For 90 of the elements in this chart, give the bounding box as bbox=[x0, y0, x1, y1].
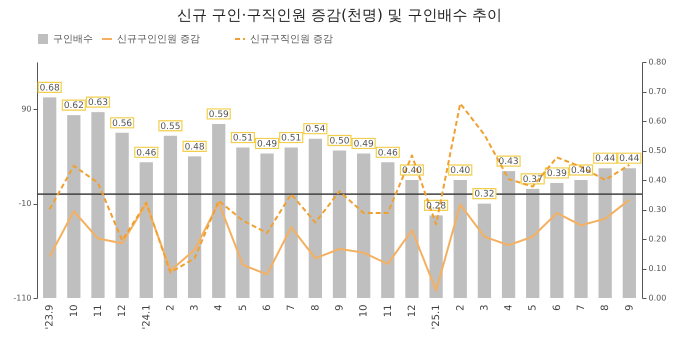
x-tick-label: 6 bbox=[552, 304, 563, 311]
bar bbox=[502, 171, 516, 298]
data-label: 0.46 bbox=[136, 148, 157, 158]
bar bbox=[526, 188, 540, 298]
bar bbox=[405, 180, 419, 298]
x-tick-label: 9 bbox=[624, 304, 636, 311]
bar bbox=[43, 97, 56, 298]
x-tick-label: 3 bbox=[190, 304, 201, 311]
x-tick-label: 8 bbox=[310, 304, 322, 311]
x-tick-label: 7 bbox=[576, 304, 588, 311]
x-tick-label: 4 bbox=[214, 304, 225, 311]
bar bbox=[478, 204, 492, 298]
x-tick-label: 6 bbox=[262, 304, 274, 311]
bar bbox=[598, 168, 612, 298]
y2-tick-label: 0.00 bbox=[648, 294, 666, 302]
data-label: 0.40 bbox=[402, 166, 422, 176]
data-label: 0.49 bbox=[354, 139, 374, 150]
data-label: 0.51 bbox=[232, 134, 253, 144]
y2-tick-label: 0.50 bbox=[648, 146, 666, 155]
x-tick-label: 8 bbox=[600, 304, 612, 311]
data-label: 0.51 bbox=[281, 134, 302, 144]
data-label: 0.39 bbox=[546, 168, 568, 179]
bar bbox=[212, 124, 226, 298]
data-label: 0.55 bbox=[160, 122, 180, 132]
data-label: 0.54 bbox=[305, 124, 326, 135]
bar bbox=[140, 162, 153, 298]
x-tick-label: 11 bbox=[92, 304, 104, 318]
y2-tick-label: 0.80 bbox=[648, 58, 666, 66]
data-label: 0.44 bbox=[595, 154, 616, 164]
x-tick-label: 5 bbox=[238, 304, 249, 311]
y-tick-label: -10 bbox=[18, 199, 32, 208]
x-tick-label: 5 bbox=[528, 304, 539, 311]
x-tick-label: 10 bbox=[68, 304, 80, 318]
x-tick-label: '23.9 bbox=[44, 304, 56, 330]
legend-label: 신규구직인원 증감 bbox=[250, 34, 334, 45]
x-tick-label: 3 bbox=[479, 304, 490, 311]
legend-label: 구인배수 bbox=[53, 34, 93, 45]
y-tick-label: 90 bbox=[21, 104, 32, 114]
bar bbox=[284, 148, 298, 298]
bar bbox=[308, 138, 322, 298]
y2-tick-label: 0.30 bbox=[648, 205, 666, 214]
x-tick-label: 4 bbox=[504, 304, 515, 311]
legend-label: 신규구인인원 증감 bbox=[117, 34, 200, 45]
data-label: 0.44 bbox=[619, 154, 640, 164]
data-label: 0.46 bbox=[378, 148, 398, 158]
bar bbox=[381, 162, 394, 298]
data-label: 0.49 bbox=[257, 139, 278, 150]
x-tick-label: 2 bbox=[455, 304, 466, 311]
x-tick-label: '25.1 bbox=[431, 304, 442, 330]
x-tick-label: 11 bbox=[382, 304, 394, 318]
y2-tick-label: 0.70 bbox=[648, 87, 666, 96]
line-series bbox=[48, 198, 630, 292]
bar bbox=[236, 148, 250, 298]
x-tick-label: 9 bbox=[334, 304, 346, 311]
x-tick-label: 2 bbox=[165, 304, 176, 311]
data-label: 0.28 bbox=[426, 201, 446, 212]
data-label: 0.43 bbox=[498, 157, 519, 168]
data-label: 0.62 bbox=[64, 101, 84, 112]
bar bbox=[91, 112, 105, 298]
y-tick-label: -110 bbox=[13, 294, 32, 302]
data-label: 0.40 bbox=[450, 166, 471, 176]
y2-tick-label: 0.40 bbox=[648, 176, 666, 184]
x-tick-label: '24.1 bbox=[141, 304, 152, 330]
bar bbox=[164, 136, 178, 298]
data-label: 0.50 bbox=[329, 136, 350, 146]
y2-tick-label: 0.60 bbox=[648, 116, 666, 126]
bar bbox=[622, 168, 636, 298]
data-label: 0.63 bbox=[88, 98, 108, 108]
x-tick-label: 12 bbox=[117, 304, 128, 318]
data-label: 0.59 bbox=[208, 110, 230, 120]
data-label: 0.56 bbox=[112, 118, 132, 129]
bar bbox=[332, 150, 346, 298]
bar bbox=[357, 153, 370, 298]
bar bbox=[115, 132, 129, 298]
data-label: 0.48 bbox=[184, 142, 205, 152]
data-label: 0.40 bbox=[570, 166, 592, 176]
y2-tick-label: 0.20 bbox=[648, 234, 666, 244]
bar bbox=[188, 156, 202, 298]
x-tick-label: 12 bbox=[406, 304, 418, 318]
y2-tick-label: 0.10 bbox=[648, 264, 666, 273]
x-tick-label: 7 bbox=[286, 304, 298, 311]
bar bbox=[260, 153, 274, 298]
x-tick-label: 10 bbox=[358, 304, 370, 318]
bar bbox=[454, 180, 467, 298]
bar bbox=[550, 182, 564, 298]
data-label: 0.32 bbox=[474, 190, 494, 200]
data-label: 0.68 bbox=[40, 83, 60, 94]
chart-title: 신규 구인·구직인원 증감(천명) 및 구인배수 추이 bbox=[176, 6, 502, 24]
bar bbox=[67, 115, 80, 298]
bar bbox=[574, 180, 588, 298]
